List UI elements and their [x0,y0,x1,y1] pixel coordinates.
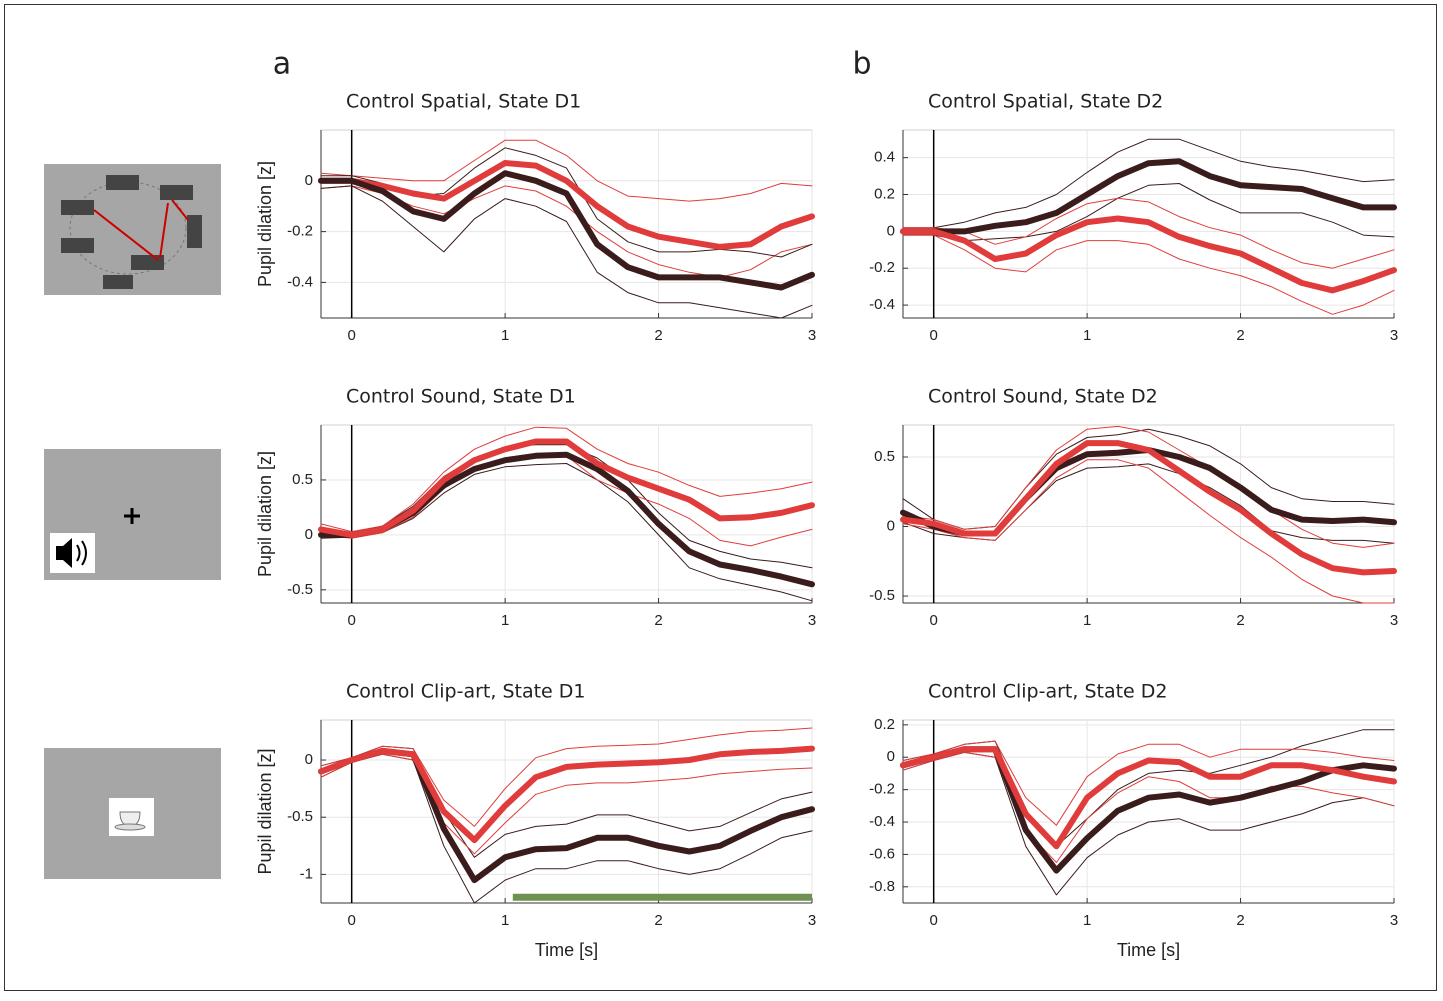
y-axis-label: Pupil dilation [z] [255,451,275,577]
series-line [902,183,1395,242]
series-line [900,158,1397,235]
x-axis-label: Time [s] [535,940,598,960]
x-tick-label: 0 [930,327,938,344]
y-tick-label: 0.2 [874,716,895,733]
chart-title: Control Sound, State D1 [346,386,576,408]
y-tick-label: -0.5 [287,581,313,598]
x-tick-label: 1 [1083,612,1091,629]
series-line [320,426,813,533]
y-tick-label: -0.2 [869,259,895,276]
series-line [900,746,1397,850]
x-tick-label: 3 [808,327,816,344]
y-tick-label: -0.4 [287,273,313,290]
x-tick-label: 2 [654,912,662,929]
y-axis-label: Pupil dilation [z] [255,748,275,874]
x-tick-label: 3 [808,612,816,629]
y-tick-label: -0.6 [869,845,895,862]
x-tick-label: 2 [654,612,662,629]
chart-title: Control Clip-art, State D1 [346,681,586,703]
y-tick-label: -0.4 [869,296,895,313]
y-tick-label: -0.5 [287,808,313,825]
y-tick-label: 0.5 [874,448,895,465]
x-tick-label: 3 [1390,327,1398,344]
x-tick-label: 0 [348,612,356,629]
y-tick-label: 0 [305,751,313,768]
series-line [900,440,1397,576]
y-tick-label: 0.5 [292,471,313,488]
series-line [902,425,1395,548]
y-tick-label: 0.2 [874,185,895,202]
series-line [902,197,1395,269]
x-tick-label: 0 [348,912,356,929]
series-line [902,234,1395,315]
x-tick-label: 1 [501,912,509,929]
series-line [318,438,815,538]
series-line [900,215,1397,294]
series-line [318,170,815,291]
clipart-icon [44,748,221,879]
y-tick-label: -1 [300,865,313,882]
series-line [320,185,813,319]
x-tick-label: 0 [930,912,938,929]
x-tick-label: 0 [930,612,938,629]
frame [4,4,1437,991]
y-tick-label: 0 [887,748,895,765]
y-tick-label: -0.2 [287,223,313,240]
series-line [902,740,1395,826]
panel-label: b [852,47,871,82]
y-tick-label: 0 [887,222,895,239]
series-line [320,463,813,602]
y-tick-label: -0.2 [869,781,895,798]
x-axis-label: Time [s] [1117,940,1180,960]
series-line [320,753,813,855]
x-tick-label: 3 [808,912,816,929]
y-tick-label: -0.4 [869,813,895,830]
x-tick-label: 2 [1236,612,1244,629]
series-line [902,751,1395,863]
series-line [320,139,813,202]
x-tick-label: 1 [501,327,509,344]
y-tick-label: 0.4 [874,149,895,166]
series-line [320,727,813,827]
plot-area [320,424,813,604]
x-tick-label: 2 [1236,912,1244,929]
x-tick-label: 2 [654,327,662,344]
x-tick-label: 1 [1083,912,1091,929]
x-tick-label: 1 [1083,327,1091,344]
y-tick-label: 0 [305,172,313,189]
x-tick-label: 3 [1390,912,1398,929]
x-tick-label: 2 [1236,327,1244,344]
chart-title: Control Spatial, State D1 [346,91,581,113]
plot-area [902,424,1395,604]
y-tick-label: 0 [305,526,313,543]
x-tick-label: 0 [348,327,356,344]
x-tick-label: 3 [1390,612,1398,629]
series-line [318,745,815,844]
plot-area [320,129,813,319]
y-tick-label: 0 [887,517,895,534]
y-tick-label: -0.5 [869,587,895,604]
sound-icon [44,449,221,580]
y-axis-label: Pupil dilation [z] [255,161,275,287]
spatial-icon [44,164,221,295]
series-line [318,160,815,250]
chart-title: Control Sound, State D2 [928,386,1158,408]
panel-label: a [273,47,291,82]
chart-title: Control Clip-art, State D2 [928,681,1168,703]
chart-title: Control Spatial, State D2 [928,91,1163,113]
y-tick-label: -0.8 [869,878,895,895]
x-tick-label: 1 [501,612,509,629]
series-line [902,459,1395,604]
series-line [902,138,1395,229]
